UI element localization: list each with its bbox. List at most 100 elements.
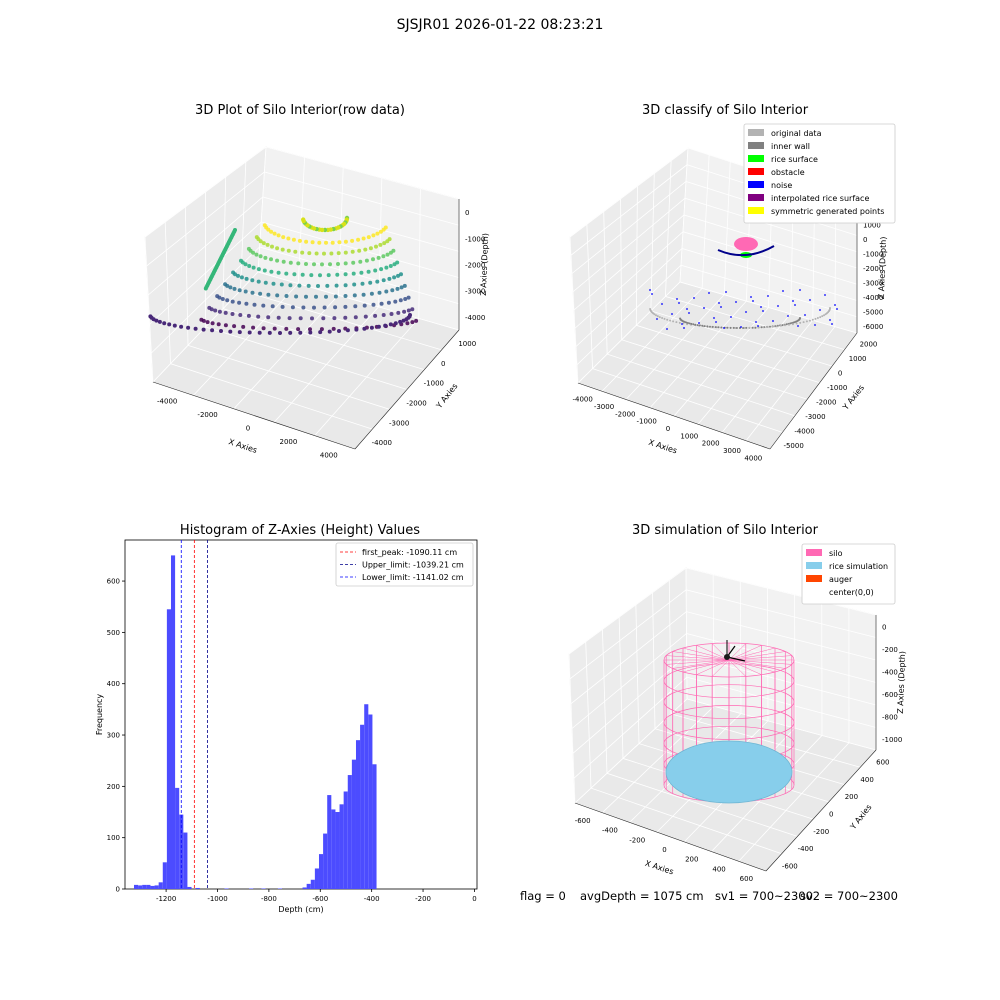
panel4-x-tick-label: 0 [662, 846, 666, 854]
raw-data-point [389, 312, 394, 316]
raw-data-point [308, 327, 312, 332]
raw-data-point [271, 281, 276, 286]
center-marker [724, 654, 730, 660]
silo-roof-spoke [666, 659, 730, 665]
original-data-point [771, 325, 774, 328]
raw-data-point [330, 240, 335, 245]
panel1-y-axis-line [354, 329, 460, 450]
raw-data-point [343, 272, 348, 277]
inner-wall-point [711, 325, 714, 328]
inner-wall-point [720, 326, 723, 329]
raw-data-point [310, 240, 315, 245]
raw-data-point [291, 237, 296, 242]
raw-data-point [316, 284, 320, 288]
raw-data-point [379, 301, 384, 306]
noise-point [762, 310, 764, 312]
raw-data-point [250, 290, 255, 295]
raw-data-point [393, 299, 398, 304]
noise-point [681, 323, 683, 325]
raw-data-point [261, 326, 266, 331]
panel2-legend-label: inner wall [771, 142, 810, 151]
panel2-y-tick-label: -1000 [827, 384, 847, 392]
status-sv1: sv1 = 700~2300 [715, 889, 813, 903]
raw-data-point [383, 323, 388, 328]
noise-point [735, 301, 737, 303]
noise-point [777, 305, 779, 307]
raw-data-point [275, 246, 280, 251]
noise-point [809, 299, 811, 301]
raw-data-point [304, 239, 309, 244]
panel1-y-tick-label: -2000 [406, 399, 426, 407]
raw-data-point [265, 242, 270, 247]
raw-data-point [329, 251, 334, 256]
noise-point [676, 298, 678, 300]
noise-point [678, 302, 680, 304]
histogram-bar [224, 888, 229, 889]
raw-data-point [247, 330, 252, 335]
original-data-point [814, 317, 817, 320]
noise-point [755, 321, 757, 323]
panel1-grid-z [147, 196, 460, 296]
raw-data-point [402, 309, 407, 314]
histogram-legend-box [335, 542, 474, 587]
raw-data-point [357, 248, 362, 253]
histogram-bar [170, 555, 176, 889]
raw-data-point [239, 275, 244, 280]
histogram-y-tick-label: 100 [107, 834, 120, 842]
raw-data-point [298, 316, 303, 321]
original-data-point [805, 320, 808, 323]
panel4-z-tick-label: 0 [882, 623, 886, 631]
raw-data-point [359, 270, 364, 275]
raw-data-point [361, 292, 366, 297]
panel1-y-tick-label: -3000 [389, 419, 409, 427]
inner-wall-point [701, 324, 704, 327]
raw-data-point [301, 305, 306, 310]
inner-wall-point [760, 326, 763, 329]
panel1-x-tick-label: 0 [246, 425, 250, 433]
histogram-bar [175, 787, 180, 889]
raw-data-point [297, 238, 302, 243]
raw-data-point [201, 327, 206, 332]
histogram-x-tick-label: -1000 [207, 895, 227, 903]
raw-data-point [354, 327, 359, 332]
noise-point [794, 304, 796, 306]
raw-data-point [369, 325, 374, 330]
raw-data-point [280, 247, 285, 252]
raw-data-point [343, 315, 348, 320]
raw-data-point [167, 322, 172, 327]
inner-wall-point [706, 325, 709, 328]
raw-data-point [256, 267, 261, 272]
noise-point [688, 312, 690, 314]
inner-wall-point [690, 322, 693, 325]
raw-data-point [272, 326, 277, 331]
panel1-x-axis-line [152, 381, 356, 450]
raw-data-point [217, 295, 222, 300]
panel2-legend-label: rice surface [771, 155, 818, 164]
panel1-x-axis-label: X Axies [227, 437, 258, 455]
silo-roof-spoke [728, 659, 762, 675]
histogram-bar [331, 809, 336, 889]
panel1-x-tick-label: -4000 [157, 398, 177, 406]
histogram-x-tick-label: -600 [312, 895, 328, 903]
raw-data-point [414, 318, 419, 323]
raw-data-point [243, 289, 248, 294]
silo-roof-spoke [712, 659, 730, 677]
histogram-legend-label: first_peak: -1090.11 cm [362, 548, 457, 557]
panel1-grid-z [149, 221, 460, 325]
noise-arc [717, 245, 775, 257]
raw-data-point [220, 297, 225, 301]
raw-data-point [287, 316, 292, 321]
panel4-y-tick-label: 200 [845, 793, 858, 801]
raw-data-point [398, 319, 403, 324]
panel4-grid-z [572, 654, 877, 754]
histogram-bar [138, 885, 143, 889]
panel4-y-tick-label: -200 [813, 828, 829, 836]
panel4-y-tick-label: -600 [782, 862, 798, 870]
silo-roof-spoke [682, 647, 730, 661]
panel2-y-tick-label: 1000 [849, 355, 867, 363]
histogram-y-tick-label: 200 [107, 783, 120, 791]
panel2-x-tick-label: 3000 [723, 447, 741, 455]
raw-data-point [319, 327, 324, 332]
raw-data-point [292, 272, 297, 277]
panel4-z-tick-label: -400 [882, 668, 898, 676]
